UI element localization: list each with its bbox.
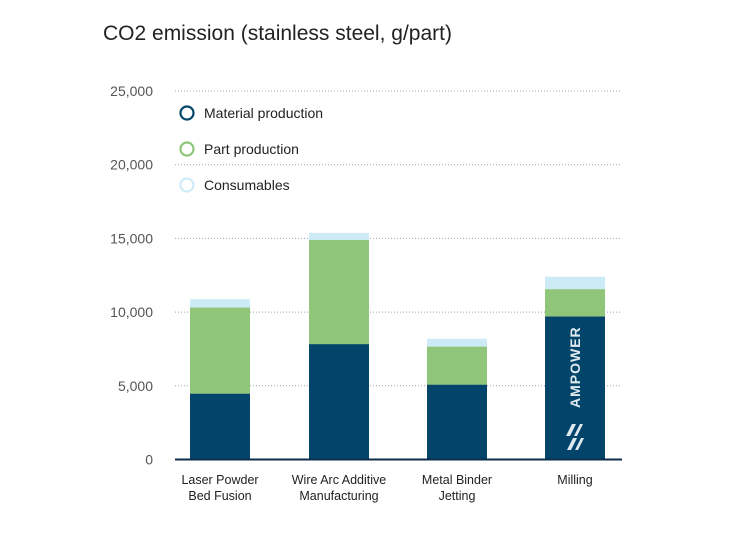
x-category-label: Bed Fusion (188, 489, 251, 503)
x-category-label: Jetting (439, 489, 476, 503)
y-tick-label: 20,000 (110, 157, 153, 173)
y-tick-label: 0 (145, 452, 153, 468)
bar-segment (427, 346, 487, 385)
legend-marker (179, 141, 195, 157)
legend-label: Material production (204, 105, 323, 121)
y-tick-label: 15,000 (110, 230, 153, 246)
legend-label: Part production (204, 141, 299, 157)
y-tick-label: 5,000 (118, 378, 153, 394)
bar-segment (545, 276, 605, 290)
legend-label: Consumables (204, 177, 290, 193)
bar-segment (427, 384, 487, 460)
bar-segment (190, 299, 250, 308)
ampower-watermark: AMPOWER (567, 326, 583, 408)
legend-marker (179, 177, 195, 193)
bar-segment (309, 232, 369, 241)
x-category-label: Wire Arc Additive (292, 473, 387, 487)
bar-segment (190, 307, 250, 394)
x-category-label: Laser Powder (181, 473, 258, 487)
y-tick-label: 25,000 (110, 83, 153, 99)
ampower-logo: AMPOWER (566, 326, 584, 450)
x-category-label: Milling (557, 473, 592, 487)
bar-segment (427, 338, 487, 347)
bar-segment (545, 289, 605, 317)
legend-marker (179, 105, 195, 121)
bar-segment (309, 344, 369, 460)
ampower-logo-mark (566, 424, 584, 450)
y-tick-label: 10,000 (110, 304, 153, 320)
x-category-label: Manufacturing (299, 489, 378, 503)
bar-segment (190, 393, 250, 460)
x-category-label: Metal Binder (422, 473, 492, 487)
chart-title: CO2 emission (stainless steel, g/part) (103, 22, 452, 45)
bar-segment (309, 240, 369, 345)
